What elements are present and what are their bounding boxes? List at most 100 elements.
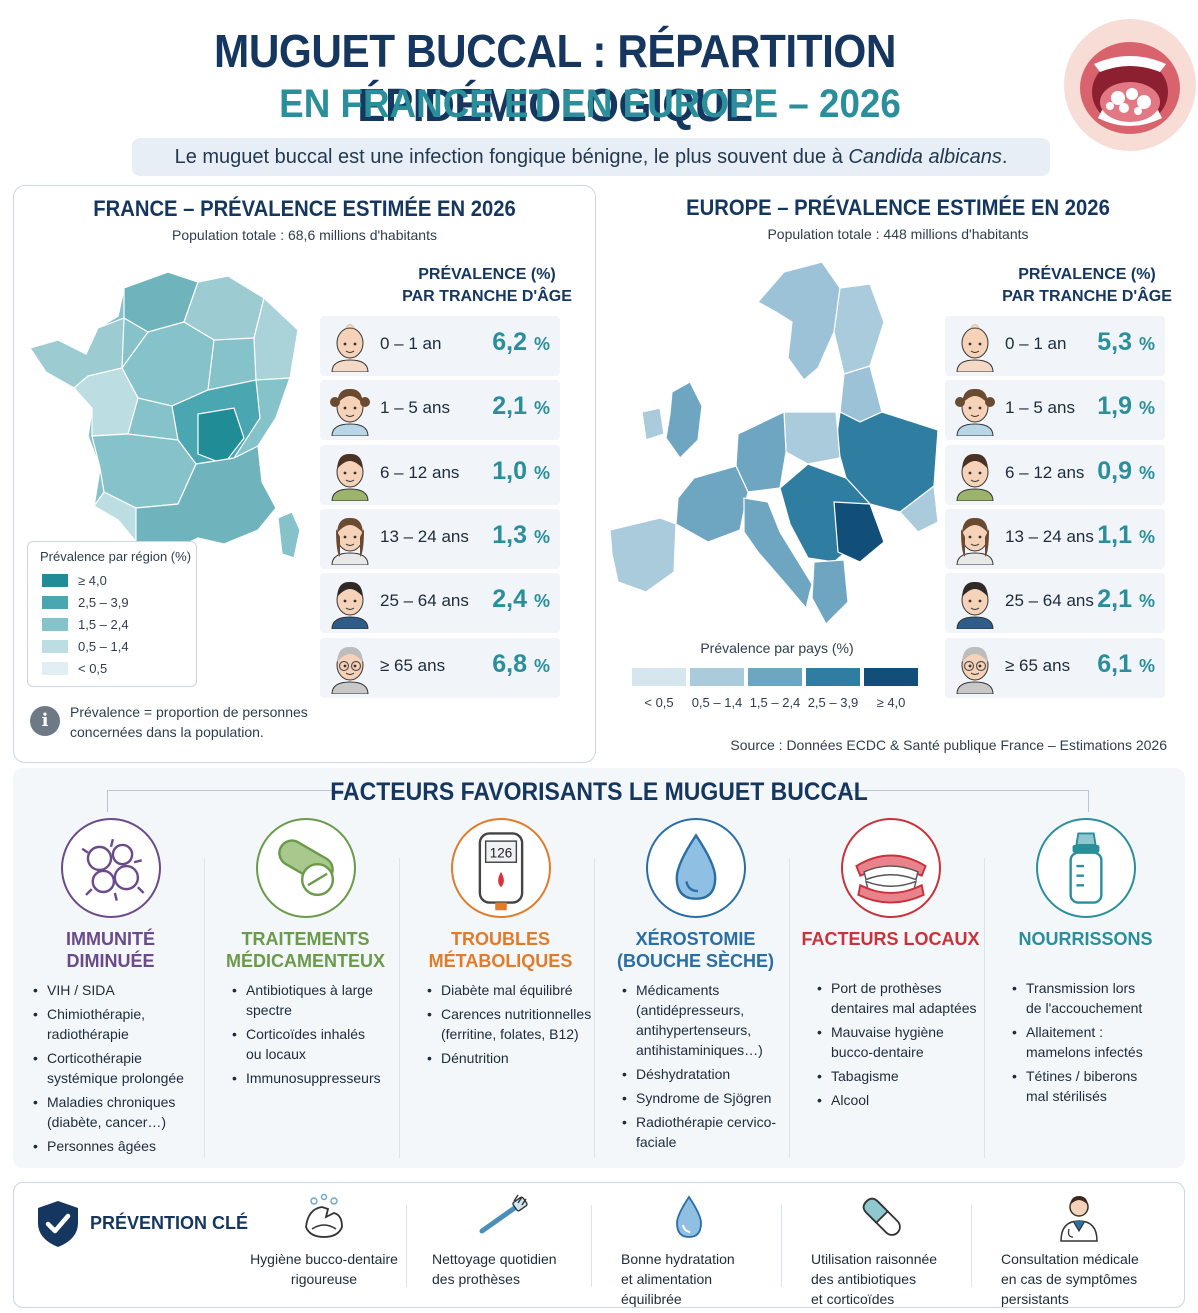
main-subtitle-title: EN FRANCE ET EN EUROPE – 2026 [279,82,901,126]
europe-age-header: PRÉVALENCE (%) PAR TRANCHE D'ÂGE [1002,266,1172,305]
europe-population: Population totale : 448 millions d'habit… [767,226,1029,242]
water-drop-icon [645,818,746,918]
water-drop-icon [663,1191,715,1243]
risk-factor-item: Maladies chroniques(diabète, cancer…) [33,1092,202,1132]
hand-washing-icon [298,1191,350,1243]
prevalence-value: 2,1 % [1097,585,1155,614]
column-divider [781,1205,782,1287]
age-group-row: 13 – 24 ans 1,3 % [320,508,560,569]
risk-factor-title: FACTEURS LOCAUX [801,929,980,949]
risk-factor-column: FACTEURS LOCAUX Port de prothèsesdentaire… [793,818,988,1158]
legend-label: 0,5 – 1,4 [691,695,743,710]
prevalence-value: 5,3 % [1097,328,1155,356]
prevalence-value: 6,8 % [492,649,550,678]
prevention-item: Nettoyage quotidien des prothèses [414,1191,594,1303]
age-group-row: ≥ 65 ans 6,1 % [945,637,1165,698]
prevention-item: Bonne hydratation et alimentation équilibr… [599,1191,779,1307]
risk-factor-item: Tabagisme [817,1066,986,1086]
prevention-item: Consultation médicale en cas de symptômes… [979,1191,1179,1307]
person-icon [326,384,374,437]
europe-title: EUROPE – PRÉVALENCE ESTIMÉE EN 2026 [686,195,1110,220]
age-group-row: 25 – 64 ans 2,4 % [320,573,560,634]
risk-factor-item: Immunosuppresseurs [232,1068,401,1088]
risk-factor-list: Médicaments(antidépresseurs,antihyperten… [622,980,791,1156]
age-range-label: ≥ 65 ans [1005,655,1071,675]
risk-factor-item: Alcool [817,1090,986,1110]
risk-factors-section: FACTEURS FAVORISANTS LE MUGUET BUCCAL IM… [13,768,1185,1168]
person-icon [951,642,999,694]
risk-factor-list: Antibiotiques à largespectreCorticoïdes … [232,980,401,1092]
age-group-row: 0 – 1 an 5,3 % [945,316,1165,376]
france-legend: Prévalence par région (%) ≥ 4,0 2,5 – 3,… [27,541,197,687]
age-range-label: 13 – 24 ans [380,526,469,546]
column-divider [789,858,790,1158]
age-group-row: 6 – 12 ans 1,0 % [320,444,560,505]
divider [1088,790,1089,812]
toothbrush-icon [478,1191,530,1243]
prevalence-value: 2,1 % [492,392,550,421]
age-group-row: 1 – 5 ans 1,9 % [945,380,1165,441]
risk-factor-item: Personnes âgées [33,1136,202,1156]
divider [107,790,343,791]
age-group-row: 1 – 5 ans 2,1 % [320,380,560,441]
legend-swatch [42,596,68,609]
risk-factor-column: XÉROSTOMIE(BOUCHE SÈCHE) Médicaments(anti… [598,818,793,1158]
main-title: MUGUET BUCCAL : RÉPARTITION ÉPIDÉMIOLOGI… [214,25,896,131]
legend-label: ≥ 4,0 [876,695,906,710]
risk-factor-list: VIH / SIDA Chimiothérapie,radiothérapieCo… [33,980,202,1160]
person-icon [951,513,999,566]
france-age-header: PRÉVALENCE (%) PAR TRANCHE D'ÂGE [402,266,572,305]
prevention-item: Hygiène bucco-dentaire rigoureuse [229,1191,419,1303]
legend-swatch [806,668,860,686]
divider [107,790,108,812]
baby-bottle-icon [1035,818,1136,918]
risk-factor-title: TROUBLES MÉTABOLIQUES [428,929,573,971]
prevalence-value: 1,0 % [492,456,550,485]
legend-swatch [864,668,918,686]
risk-factor-item: Diabète mal équilibré [427,980,596,1000]
shield-check-icon [38,1201,78,1247]
glucose-reading: 126 [489,845,511,860]
prevalence-definition-note: i Prévalence = proportion de personnes c… [30,702,320,742]
age-range-label: 6 – 12 ans [380,462,460,482]
risk-factor-title: NOURRISSONS [1018,929,1153,949]
france-legend-item: 1,5 – 2,4 [42,617,129,632]
intro-text: Le muguet buccal est une infection fongi… [174,146,849,168]
capsule-icon [856,1191,908,1243]
person-icon [951,449,999,502]
age-range-label: 6 – 12 ans [1005,462,1085,482]
europe-legend-title: Prévalence par pays (%) [700,640,854,656]
intro-banner: Le muguet buccal est une infection fongi… [132,138,1050,176]
risk-factor-item: Syndrome de Sjögren [622,1088,791,1108]
risk-factor-item: Chimiothérapie,radiothérapie [33,1004,202,1044]
legend-swatch [690,668,744,686]
risk-factor-item: Radiothérapie cervico-faciale [622,1112,791,1152]
age-range-label: 0 – 1 an [380,334,442,353]
age-group-row: 13 – 24 ans 1,1 % [945,508,1165,569]
france-population: Population totale : 68,6 millions d'habi… [172,227,437,243]
risk-factor-list: Diabète mal équilibré Carences nutritionn… [427,980,596,1072]
france-legend-item: 2,5 – 3,9 [42,595,129,610]
person-icon [951,384,999,437]
age-range-label: 1 – 5 ans [1005,398,1075,418]
column-divider [591,1205,592,1287]
prevention-title: PRÉVENTION CLÉ [90,1213,249,1233]
legend-label: 2,5 – 3,9 [807,695,859,710]
prevalence-value: 2,4 % [492,585,550,614]
risk-factor-item: Déshydratation [622,1064,791,1084]
france-map [28,271,301,559]
age-range-label: 13 – 24 ans [1005,526,1094,546]
legend-label: < 0,5 [644,695,674,710]
prevention-text: Bonne hydratation et alimentation équilibr… [621,1251,735,1307]
